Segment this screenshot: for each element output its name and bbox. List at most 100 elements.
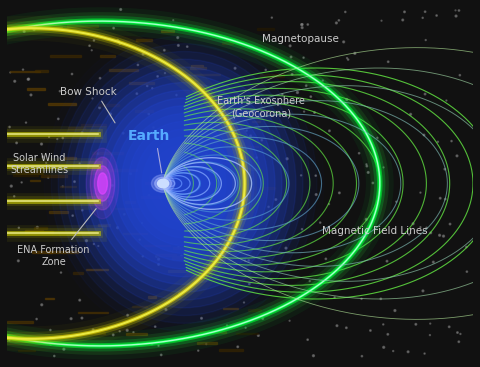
Point — [56, 88, 64, 94]
Point — [248, 109, 255, 115]
Point — [312, 192, 320, 197]
Point — [238, 206, 245, 211]
Point — [127, 171, 134, 177]
Ellipse shape — [86, 148, 119, 219]
Point — [19, 67, 27, 73]
Point — [264, 204, 272, 210]
Point — [343, 97, 350, 102]
Point — [448, 138, 456, 144]
Point — [380, 344, 387, 350]
Point — [282, 245, 290, 251]
Point — [262, 67, 270, 73]
Point — [312, 173, 320, 179]
Point — [120, 130, 127, 136]
Bar — [129, 82, 154, 84]
Point — [442, 196, 449, 202]
Bar — [25, 231, 53, 233]
Text: ENA Formation
Zone: ENA Formation Zone — [17, 245, 90, 267]
Point — [298, 22, 305, 28]
Point — [148, 85, 156, 91]
Point — [68, 71, 76, 77]
Point — [380, 164, 387, 170]
Point — [297, 172, 305, 178]
Point — [123, 327, 131, 333]
Point — [184, 202, 192, 208]
Bar — [252, 121, 260, 122]
Bar — [13, 174, 38, 176]
Point — [384, 331, 392, 337]
Point — [155, 343, 162, 349]
Point — [11, 78, 19, 84]
Bar — [64, 157, 76, 159]
Point — [24, 76, 32, 82]
Bar — [145, 182, 154, 184]
Bar — [193, 74, 220, 75]
Point — [95, 243, 102, 249]
Point — [102, 174, 110, 180]
Bar — [92, 152, 123, 154]
Point — [421, 9, 429, 15]
Point — [254, 333, 262, 338]
Point — [47, 327, 54, 333]
Point — [412, 321, 420, 327]
Bar — [78, 200, 108, 201]
Bar — [224, 209, 254, 211]
Point — [203, 151, 210, 157]
Ellipse shape — [149, 145, 219, 222]
Point — [307, 94, 315, 99]
Bar — [10, 70, 40, 72]
Bar — [190, 67, 206, 69]
Ellipse shape — [90, 157, 115, 210]
Point — [130, 329, 137, 335]
Point — [419, 15, 427, 21]
Bar — [236, 174, 244, 177]
Point — [391, 308, 399, 313]
Bar — [200, 331, 226, 333]
Bar — [135, 110, 153, 112]
Ellipse shape — [93, 83, 275, 284]
Point — [304, 22, 312, 28]
Point — [233, 140, 241, 146]
Point — [401, 9, 408, 15]
Bar — [98, 196, 112, 197]
Point — [154, 73, 161, 79]
Text: Earth's Exosphere
(Geocorona): Earth's Exosphere (Geocorona) — [217, 97, 305, 119]
Point — [286, 318, 293, 324]
Bar — [86, 269, 108, 270]
Point — [234, 344, 241, 350]
Point — [336, 190, 343, 196]
Point — [299, 25, 306, 30]
Point — [355, 150, 363, 156]
Point — [96, 105, 104, 111]
Bar — [222, 42, 233, 44]
Point — [322, 256, 330, 262]
Point — [367, 328, 374, 334]
Point — [166, 23, 174, 29]
Point — [319, 78, 326, 84]
Bar — [148, 297, 156, 298]
Point — [90, 37, 98, 43]
Point — [283, 156, 291, 162]
Bar — [200, 161, 230, 164]
Bar — [42, 26, 62, 28]
Bar — [125, 201, 135, 203]
Point — [204, 230, 212, 236]
Point — [358, 296, 365, 302]
Point — [377, 296, 384, 302]
Point — [155, 256, 162, 262]
Bar — [30, 180, 40, 181]
Bar — [48, 103, 76, 105]
Point — [456, 331, 464, 337]
Point — [233, 135, 240, 141]
Point — [441, 166, 449, 172]
Bar — [168, 270, 195, 272]
Bar — [248, 309, 261, 310]
Point — [186, 161, 194, 167]
Text: Earth: Earth — [128, 129, 170, 143]
Point — [50, 353, 58, 359]
Point — [238, 112, 245, 117]
Bar — [32, 251, 51, 252]
Point — [39, 154, 47, 160]
Point — [115, 39, 122, 44]
Point — [150, 124, 157, 130]
